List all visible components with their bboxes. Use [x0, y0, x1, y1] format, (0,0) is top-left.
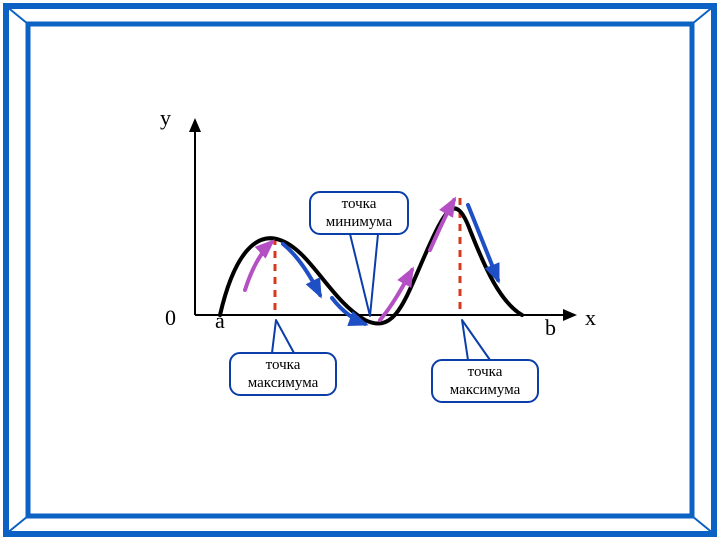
label-zero: 0: [165, 305, 176, 330]
callout-max1: точка максимума: [230, 320, 336, 395]
callout-text: максимума: [450, 382, 521, 398]
callout-text: минимума: [326, 214, 393, 230]
diagram-stage: точка минимума точка максимума точка максимум…: [0, 0, 720, 540]
callout-max2: точка максимума: [432, 320, 538, 402]
diagram-svg: точка минимума точка максимума точка максимум…: [0, 0, 720, 540]
label-b: b: [545, 315, 556, 340]
label-a: a: [215, 308, 225, 333]
callout-text: точка: [468, 364, 503, 380]
label-x: x: [585, 305, 596, 330]
callout-min: точка минимума: [310, 192, 408, 316]
callout-text: точка: [342, 196, 377, 212]
callout-text: точка: [266, 357, 301, 373]
callout-text: максимума: [248, 375, 319, 391]
label-y: y: [160, 105, 171, 130]
